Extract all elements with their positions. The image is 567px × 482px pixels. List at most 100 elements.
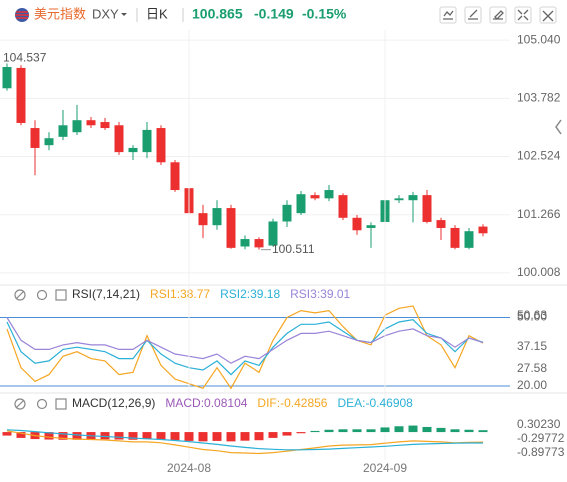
- y-tick-label: 27.58: [517, 361, 547, 375]
- legend-entry: RSI3:39.01: [290, 287, 350, 301]
- macd-bar: [198, 432, 208, 442]
- macd-bar: [72, 432, 82, 440]
- indicator-line: [6, 319, 484, 376]
- price-change: -0.149: [254, 6, 294, 22]
- macd-bar: [212, 432, 222, 441]
- tool-button[interactable]: [539, 6, 557, 24]
- candle-body: [464, 231, 474, 248]
- tool-icon: [468, 9, 478, 20]
- tool-icon: [493, 10, 504, 20]
- y-tick-label: 100.008: [517, 265, 561, 279]
- y-tick-label: 50.63: [517, 308, 547, 322]
- price-annotation: 104.537: [3, 51, 47, 65]
- macd-bar: [128, 432, 138, 440]
- macd-bar: [338, 429, 348, 433]
- rsi-tools: [14, 289, 67, 410]
- last-price: 100.865: [192, 6, 243, 22]
- settings-icon[interactable]: [36, 398, 48, 410]
- candle-body: [128, 147, 138, 153]
- y-tick-label: 103.782: [517, 91, 561, 105]
- candle-body: [72, 120, 82, 133]
- y-tick-label: 50.00: [517, 310, 547, 324]
- candle-body: [44, 138, 54, 146]
- instrument-code[interactable]: DXY: [92, 6, 119, 21]
- candle-body: [30, 128, 40, 148]
- candle-body: [114, 125, 124, 153]
- candle-body: [240, 239, 250, 247]
- x-tick-label: 2024-08: [167, 461, 211, 475]
- candle-body: [352, 217, 362, 231]
- candle-body: [156, 128, 166, 163]
- macd-bar: [268, 432, 278, 438]
- tool-button[interactable]: [514, 6, 532, 24]
- candle-body: [282, 204, 292, 222]
- legend-entry: RSI2:39.18: [220, 287, 280, 301]
- tool-button[interactable]: [489, 6, 507, 24]
- candle-body: [268, 221, 278, 246]
- macd-bar: [310, 430, 320, 433]
- period[interactable]: 日K: [146, 6, 168, 21]
- macd-bar: [352, 429, 362, 433]
- y-tick-label: -0.29772: [517, 431, 565, 445]
- candle-body: [2, 67, 12, 89]
- tool-icon: [517, 9, 529, 21]
- candle-body: [450, 227, 460, 248]
- macd-bar: [436, 427, 446, 433]
- price-change-pct: -0.15%: [302, 6, 347, 22]
- macd-bar: [226, 432, 236, 442]
- candle-body: [408, 195, 418, 201]
- instrument-name: 美元指数: [34, 6, 86, 21]
- macd-bar: [366, 429, 376, 433]
- expand-icon[interactable]: [55, 398, 67, 410]
- candle-body: [100, 122, 110, 129]
- collapse-arrow[interactable]: [555, 119, 562, 135]
- y-tick-label: 37.15: [517, 339, 547, 353]
- macd-bar: [184, 432, 194, 441]
- indicator-line: [6, 305, 484, 390]
- candle-body: [198, 213, 208, 226]
- y-tick-label: 101.266: [517, 207, 561, 221]
- macd-bar: [156, 432, 166, 440]
- macd-bar: [380, 427, 390, 433]
- x-tick-label: 2024-09: [363, 461, 407, 475]
- tool-button[interactable]: [439, 6, 457, 24]
- hide-icon-slash: [15, 399, 25, 409]
- indicator-title: MACD(12,26,9): [72, 396, 155, 410]
- legend-entry: DIF:-0.42856: [257, 396, 327, 410]
- candle-body: [296, 194, 306, 214]
- hide-icon[interactable]: [14, 289, 26, 301]
- tool-button[interactable]: [464, 6, 482, 24]
- y-tick-label: -0.89773: [517, 445, 565, 459]
- macd-bar: [422, 426, 432, 433]
- expand-icon[interactable]: [55, 289, 67, 301]
- header: 美元指数 DXY 日K 100.865 -0.149 -0.15%: [15, 6, 557, 24]
- legend-entry: DEA:-0.46908: [337, 396, 413, 410]
- settings-icon[interactable]: [36, 289, 48, 301]
- macd-bar: [478, 430, 488, 433]
- tool-icon: [443, 10, 454, 20]
- hide-icon-slash: [15, 290, 25, 300]
- legend-entry: RSI1:38.77: [150, 287, 210, 301]
- candle-body: [170, 162, 180, 191]
- candle-body: [212, 208, 222, 226]
- macd-bar: [450, 429, 460, 433]
- candle-body: [142, 129, 152, 153]
- dropdown-arrow[interactable]: [121, 13, 127, 16]
- macd-bar: [464, 429, 474, 433]
- toolbar: [439, 6, 557, 24]
- candle-body: [58, 125, 68, 137]
- candle-body: [16, 67, 26, 123]
- macd-bar: [394, 426, 404, 433]
- candle-body: [324, 190, 334, 199]
- macd-bar: [240, 432, 250, 441]
- y-tick-label: 105.040: [517, 32, 561, 46]
- price-annotation: 100.511: [272, 242, 315, 256]
- candle-body: [226, 208, 236, 248]
- macd-bar: [16, 432, 26, 438]
- macd-bar: [2, 432, 12, 436]
- hide-icon[interactable]: [14, 398, 26, 410]
- indicator-line: [6, 430, 484, 455]
- macd-bar: [170, 432, 180, 441]
- macd-bar: [254, 432, 264, 441]
